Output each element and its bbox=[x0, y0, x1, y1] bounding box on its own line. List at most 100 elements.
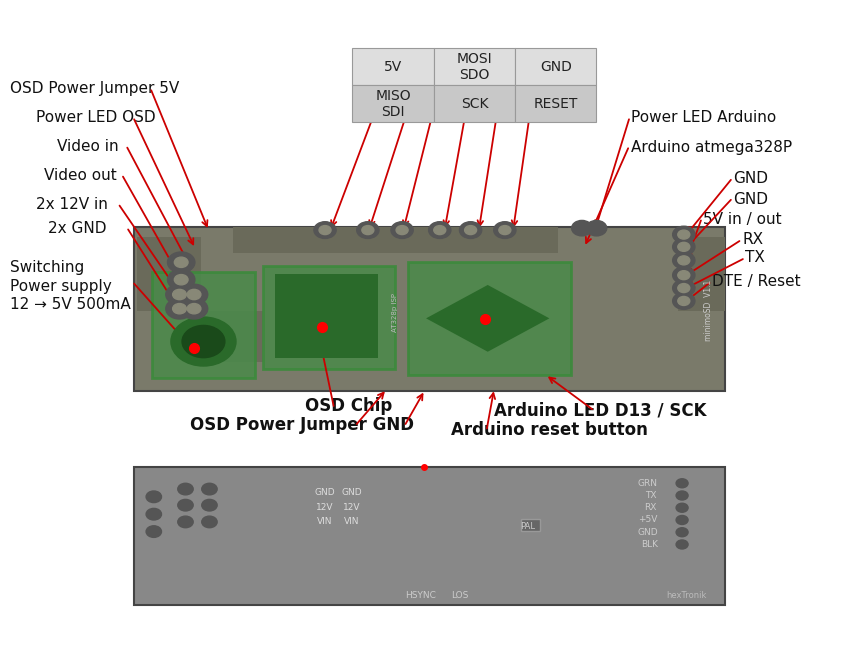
Circle shape bbox=[170, 477, 201, 501]
Text: 12V: 12V bbox=[316, 503, 334, 512]
Circle shape bbox=[676, 503, 688, 512]
Text: RX: RX bbox=[644, 503, 656, 512]
Circle shape bbox=[168, 252, 195, 272]
Bar bbox=[137, 237, 201, 311]
Circle shape bbox=[678, 256, 690, 265]
Text: 5V in / out: 5V in / out bbox=[704, 212, 782, 226]
Circle shape bbox=[194, 477, 225, 501]
Circle shape bbox=[174, 257, 188, 267]
Circle shape bbox=[138, 520, 169, 543]
Circle shape bbox=[166, 284, 193, 305]
Bar bbox=[233, 227, 558, 252]
Circle shape bbox=[202, 499, 217, 511]
Circle shape bbox=[171, 317, 236, 366]
Circle shape bbox=[194, 510, 225, 534]
Bar bbox=[434, 48, 515, 85]
Circle shape bbox=[676, 479, 688, 488]
Text: GND: GND bbox=[637, 528, 658, 537]
Text: TX: TX bbox=[746, 250, 765, 265]
Bar bbox=[678, 237, 725, 311]
Circle shape bbox=[178, 499, 193, 511]
Circle shape bbox=[182, 325, 225, 358]
Text: hexTronik: hexTronik bbox=[667, 591, 707, 600]
Circle shape bbox=[494, 222, 516, 239]
Text: OSD Power Jumper 5V: OSD Power Jumper 5V bbox=[10, 81, 180, 96]
Text: GRN: GRN bbox=[638, 479, 658, 488]
Circle shape bbox=[429, 222, 451, 239]
Circle shape bbox=[187, 289, 201, 300]
Circle shape bbox=[362, 226, 374, 235]
Text: VIN: VIN bbox=[317, 518, 332, 527]
Bar bbox=[276, 274, 378, 358]
Circle shape bbox=[393, 532, 414, 547]
Text: GND: GND bbox=[539, 60, 572, 74]
Circle shape bbox=[391, 222, 413, 239]
Text: TX: TX bbox=[644, 491, 656, 500]
Bar bbox=[207, 311, 263, 362]
Circle shape bbox=[393, 516, 414, 531]
Circle shape bbox=[673, 267, 695, 283]
Text: BLK: BLK bbox=[641, 540, 658, 549]
Text: GND: GND bbox=[341, 488, 362, 497]
Circle shape bbox=[138, 503, 169, 526]
Circle shape bbox=[673, 252, 695, 269]
Circle shape bbox=[174, 274, 188, 285]
Polygon shape bbox=[426, 285, 550, 352]
Circle shape bbox=[669, 510, 695, 530]
Text: 12V: 12V bbox=[343, 503, 360, 512]
Circle shape bbox=[146, 491, 161, 503]
Circle shape bbox=[676, 516, 688, 525]
Text: GND: GND bbox=[734, 171, 769, 186]
Circle shape bbox=[415, 516, 436, 531]
Circle shape bbox=[178, 483, 193, 495]
Text: DTE / Reset: DTE / Reset bbox=[712, 274, 801, 289]
Bar bbox=[515, 85, 596, 122]
Circle shape bbox=[673, 226, 695, 243]
Circle shape bbox=[146, 509, 161, 520]
Text: OSD Chip: OSD Chip bbox=[305, 397, 393, 415]
Text: Arduino atmega328P: Arduino atmega328P bbox=[631, 140, 792, 155]
Circle shape bbox=[436, 516, 457, 531]
Circle shape bbox=[202, 483, 217, 495]
Circle shape bbox=[138, 485, 169, 509]
Bar bbox=[134, 227, 725, 391]
Circle shape bbox=[146, 526, 161, 538]
Circle shape bbox=[319, 226, 331, 235]
Bar bbox=[152, 272, 255, 378]
Circle shape bbox=[673, 292, 695, 309]
Bar bbox=[515, 48, 596, 85]
Bar bbox=[434, 85, 515, 122]
Text: MOSI
SDO: MOSI SDO bbox=[457, 52, 492, 82]
Circle shape bbox=[669, 498, 695, 518]
Circle shape bbox=[166, 298, 193, 319]
Text: 2x GND: 2x GND bbox=[48, 221, 107, 236]
Text: PAL: PAL bbox=[521, 522, 535, 531]
Circle shape bbox=[436, 532, 457, 547]
Text: Arduino LED D13 / SCK: Arduino LED D13 / SCK bbox=[494, 402, 706, 419]
Text: 5V: 5V bbox=[384, 60, 402, 74]
Bar bbox=[352, 85, 434, 122]
Circle shape bbox=[180, 284, 208, 305]
Text: GND: GND bbox=[314, 488, 335, 497]
Bar bbox=[521, 520, 540, 531]
Circle shape bbox=[396, 226, 408, 235]
Text: Video in: Video in bbox=[57, 139, 119, 154]
Bar bbox=[134, 466, 725, 605]
Circle shape bbox=[669, 486, 695, 505]
Circle shape bbox=[202, 516, 217, 528]
Circle shape bbox=[669, 474, 695, 493]
Text: VIN: VIN bbox=[344, 518, 359, 527]
Text: SCK: SCK bbox=[460, 96, 488, 111]
Circle shape bbox=[678, 283, 690, 292]
Circle shape bbox=[571, 221, 592, 236]
Circle shape bbox=[460, 222, 482, 239]
Circle shape bbox=[678, 230, 690, 239]
Circle shape bbox=[676, 528, 688, 537]
Circle shape bbox=[669, 523, 695, 542]
Circle shape bbox=[673, 239, 695, 255]
Text: RX: RX bbox=[742, 232, 763, 247]
Bar bbox=[408, 262, 570, 375]
Circle shape bbox=[678, 243, 690, 251]
Text: +5V: +5V bbox=[638, 516, 657, 525]
Circle shape bbox=[434, 226, 446, 235]
